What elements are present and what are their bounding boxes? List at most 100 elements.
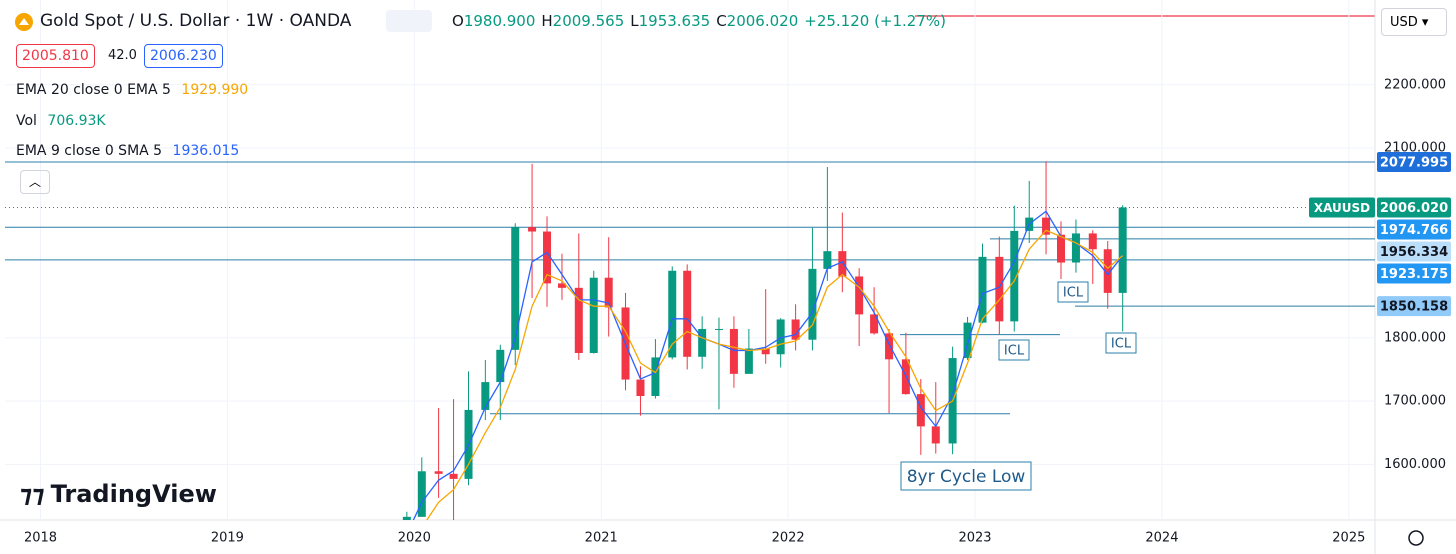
candle-body: [838, 251, 847, 277]
annotation-box: [1057, 281, 1089, 303]
candle-body: [528, 227, 537, 232]
indicator-name: EMA 9 close 0 SMA 5: [16, 143, 163, 159]
candle-body: [1118, 207, 1127, 293]
collapse-button[interactable]: ︿: [20, 170, 50, 194]
annotation-box: [998, 339, 1030, 361]
x-tick-label: 2019: [211, 531, 244, 546]
symbol-title: Gold Spot / U.S. Dollar · 1W · OANDA: [40, 11, 352, 31]
candle-body: [481, 382, 490, 410]
ohlc-key: H: [541, 12, 553, 30]
ohlc-key: C: [716, 12, 727, 30]
price-tag: [1377, 263, 1451, 284]
spread: 42.0: [108, 48, 137, 63]
candle-body: [1071, 233, 1080, 263]
price-change: +25.120 (+1.27%): [804, 12, 946, 30]
candle-body: [604, 277, 613, 308]
currency-select[interactable]: USD ▾: [1381, 8, 1447, 36]
candle-body: [995, 256, 1004, 322]
candle-body: [683, 270, 692, 357]
candle-body: [744, 348, 753, 374]
indicator-row: Vol 706.93K: [16, 113, 106, 129]
candle-body: [823, 251, 832, 269]
candle-body: [698, 328, 707, 357]
price-tag-label: 2006.020: [1380, 201, 1448, 216]
ohlc-value: 2006.020: [726, 12, 799, 30]
x-tick-label: 2025: [1332, 531, 1365, 546]
ohlc-value: 2009.565: [552, 12, 625, 30]
price-tag: [1377, 197, 1451, 218]
indicator-row: EMA 9 close 0 SMA 5 1936.015: [16, 143, 239, 159]
ohlc-value: 1980.900: [463, 12, 536, 30]
x-tick-label: 2021: [585, 531, 618, 546]
candle-body: [808, 268, 817, 340]
ema-line: [412, 210, 1124, 520]
candle-body: [651, 357, 660, 397]
candle-body: [963, 322, 972, 359]
annotation: ICL: [1004, 344, 1025, 359]
ohlc-value: 1953.635: [638, 12, 711, 30]
annotation: ICL: [1111, 337, 1132, 352]
candle-body: [574, 287, 583, 353]
candle-body: [714, 328, 723, 330]
ohlc-readout: O1980.900 H2009.565 L1953.635 C2006.020 +25.…: [452, 12, 946, 30]
y-tick-label: 1800.000: [1384, 330, 1446, 345]
candle-body: [776, 319, 785, 355]
brand-name: TradingView: [50, 480, 217, 508]
brand-logo: ⁊⁊ TradingView: [20, 480, 217, 508]
candle-body: [1042, 217, 1051, 235]
candle-body: [761, 348, 770, 355]
annotation: 8yr Cycle Low: [907, 467, 1026, 487]
x-tick-label: 2020: [398, 531, 431, 546]
buy-button[interactable]: 2006.230: [144, 44, 223, 68]
price-tag-label: 1923.175: [1380, 267, 1448, 282]
candle-body: [931, 426, 940, 444]
x-tick-label: 2022: [772, 531, 805, 546]
candle-body: [636, 379, 645, 397]
y-tick-label: 1700.000: [1384, 394, 1446, 409]
candle-body: [855, 276, 864, 315]
x-tick-label: 2018: [24, 531, 57, 546]
candle-body: [1057, 234, 1066, 263]
candle-body: [417, 471, 426, 517]
candle-body: [589, 277, 598, 353]
price-tag-label: 2077.995: [1380, 155, 1448, 170]
candle-body: [1010, 230, 1019, 322]
plot-area: [5, 0, 1375, 520]
candle-body: [434, 471, 443, 474]
y-tick-label: 1600.000: [1384, 457, 1446, 472]
price-tag-label: 1850.158: [1380, 300, 1448, 315]
symbol-logo: [15, 13, 33, 31]
indicator-value: 1936.015: [172, 143, 240, 159]
annotation-box: [900, 461, 1032, 491]
symbol-tag-label: XAUUSD: [1314, 201, 1370, 215]
price-tag-label: 1974.766: [1380, 223, 1448, 238]
candle-body: [496, 349, 505, 383]
ohlc-key: L: [630, 12, 639, 30]
candle-body: [557, 283, 566, 288]
indicator-value: 706.93K: [47, 113, 106, 129]
candle-body: [511, 227, 520, 350]
candle-body: [668, 270, 677, 358]
price-tag: [1377, 151, 1451, 172]
settings-icon[interactable]: [1408, 530, 1424, 546]
y-tick-label: 2200.000: [1384, 77, 1446, 92]
candle-body: [885, 333, 894, 360]
indicator-name: EMA 20 close 0 EMA 5: [16, 82, 171, 98]
ohlc-key: O: [452, 12, 464, 30]
annotation-box: [1105, 332, 1137, 354]
x-tick-label: 2023: [958, 531, 991, 546]
price-tag-label: 1956.334: [1380, 245, 1448, 260]
annotation: ICL: [1063, 286, 1084, 301]
price-tag: [1377, 219, 1451, 240]
indicator-toggle[interactable]: [386, 10, 432, 32]
candle-body: [916, 394, 925, 427]
candle-body: [978, 256, 987, 323]
indicator-value: 1929.990: [181, 82, 249, 98]
y-tick-label: 2100.000: [1384, 141, 1446, 156]
sell-button[interactable]: 2005.810: [16, 44, 95, 68]
candle-body: [870, 314, 879, 334]
candle-body: [402, 516, 411, 520]
indicator-row: EMA 20 close 0 EMA 5 1929.990: [16, 82, 248, 98]
